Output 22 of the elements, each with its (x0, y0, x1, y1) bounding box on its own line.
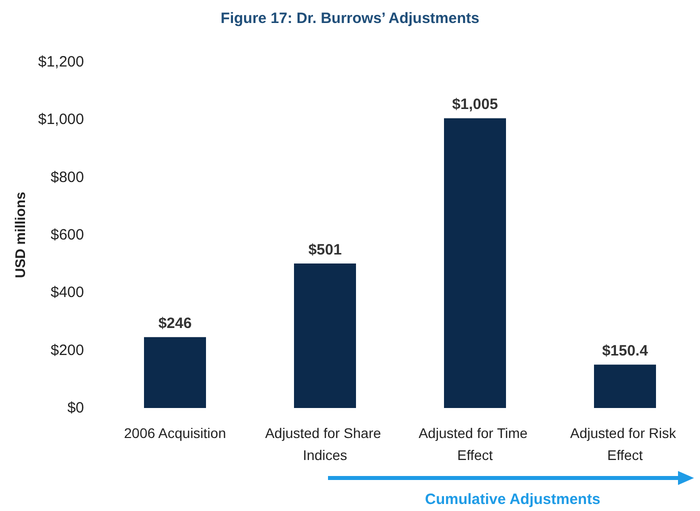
x-tick-label: Adjusted for Share Indices (265, 425, 385, 463)
data-label: $501 (308, 242, 342, 259)
bar (444, 118, 506, 408)
y-tick-label: $200 (50, 342, 84, 359)
chart-title: Figure 17: Dr. Burrows’ Adjustments (220, 10, 480, 27)
y-tick-label: $600 (50, 226, 84, 244)
bar (594, 364, 656, 408)
bar (144, 337, 206, 408)
bar (294, 264, 356, 408)
data-label: $1,005 (452, 96, 498, 114)
data-label: $150.4 (602, 342, 649, 360)
y-tick-label: $400 (50, 284, 84, 302)
data-label: $246 (158, 315, 192, 332)
x-tick-label: 2006 Acquisition (124, 425, 226, 441)
x-tick-label: Adjusted for Risk Effect (570, 425, 680, 463)
y-tick-label: $1,200 (38, 54, 84, 70)
y-tick-label: $800 (50, 168, 84, 186)
y-tick-label: $0 (67, 400, 84, 416)
text: Cumulative Adjustments (425, 491, 600, 508)
x-tick-label: Adjusted for Time Effect (418, 425, 532, 463)
y-axis-title: USD millions (12, 192, 28, 278)
y-tick-label: $1,000 (38, 111, 84, 128)
